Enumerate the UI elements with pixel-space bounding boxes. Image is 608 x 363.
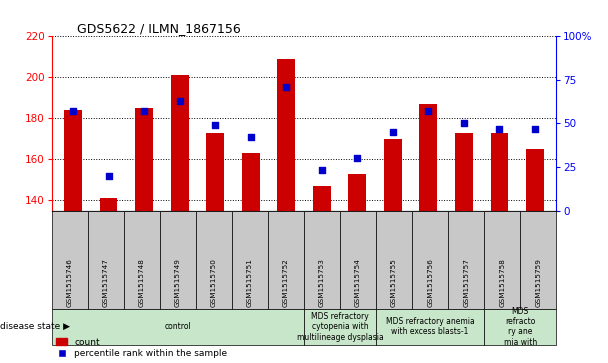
- Point: [246, 134, 255, 140]
- Bar: [348, 174, 366, 211]
- Text: GSM1515757: GSM1515757: [463, 258, 469, 307]
- Point: [139, 108, 149, 114]
- Text: GSM1515750: GSM1515750: [211, 258, 217, 307]
- Point: [210, 122, 220, 128]
- Bar: [313, 186, 331, 211]
- Text: control: control: [165, 322, 191, 331]
- Bar: [455, 132, 473, 211]
- Bar: [491, 132, 508, 211]
- Bar: [384, 139, 402, 211]
- Bar: [64, 110, 82, 211]
- Point: [424, 108, 434, 114]
- Bar: [206, 132, 224, 211]
- Text: GSM1515753: GSM1515753: [319, 258, 325, 307]
- Text: MDS refractory
cytopenia with
multilineage dysplasia: MDS refractory cytopenia with multilinea…: [297, 312, 384, 342]
- Text: GSM1515755: GSM1515755: [391, 258, 397, 307]
- Bar: [526, 149, 544, 211]
- Bar: [135, 108, 153, 211]
- Point: [317, 168, 326, 174]
- Legend: count, percentile rank within the sample: count, percentile rank within the sample: [56, 338, 227, 359]
- Text: MDS
refracto
ry ane
mia with: MDS refracto ry ane mia with: [503, 307, 537, 347]
- Bar: [171, 75, 188, 211]
- Point: [68, 108, 78, 114]
- Bar: [277, 59, 295, 211]
- Text: GSM1515746: GSM1515746: [67, 258, 73, 307]
- Text: MDS refractory anemia
with excess blasts-1: MDS refractory anemia with excess blasts…: [386, 317, 474, 337]
- Point: [174, 98, 184, 104]
- Bar: [242, 153, 260, 211]
- Text: GSM1515758: GSM1515758: [499, 258, 505, 307]
- Point: [282, 84, 291, 90]
- Point: [353, 155, 362, 161]
- Point: [494, 126, 504, 131]
- Text: GDS5622 / ILMN_1867156: GDS5622 / ILMN_1867156: [77, 22, 241, 35]
- Point: [104, 173, 114, 179]
- Text: disease state ▶: disease state ▶: [0, 322, 70, 331]
- Text: GSM1515751: GSM1515751: [247, 258, 253, 307]
- Text: GSM1515754: GSM1515754: [355, 258, 361, 307]
- Point: [530, 126, 540, 131]
- Text: GSM1515752: GSM1515752: [283, 258, 289, 307]
- Bar: [100, 198, 117, 211]
- Text: GSM1515748: GSM1515748: [139, 258, 145, 307]
- Text: GSM1515759: GSM1515759: [535, 258, 541, 307]
- Text: GSM1515747: GSM1515747: [103, 258, 109, 307]
- Bar: [420, 104, 437, 211]
- Point: [459, 121, 469, 126]
- Point: [388, 129, 398, 135]
- Text: GSM1515749: GSM1515749: [175, 258, 181, 307]
- Text: GSM1515756: GSM1515756: [427, 258, 433, 307]
